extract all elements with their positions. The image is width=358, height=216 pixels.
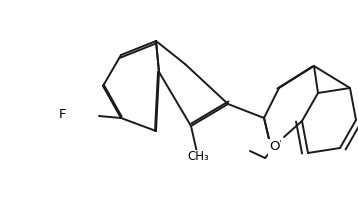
Text: F: F [59,108,67,121]
Text: O: O [269,143,279,157]
Text: O: O [269,140,279,154]
Text: CH₃: CH₃ [187,151,209,164]
